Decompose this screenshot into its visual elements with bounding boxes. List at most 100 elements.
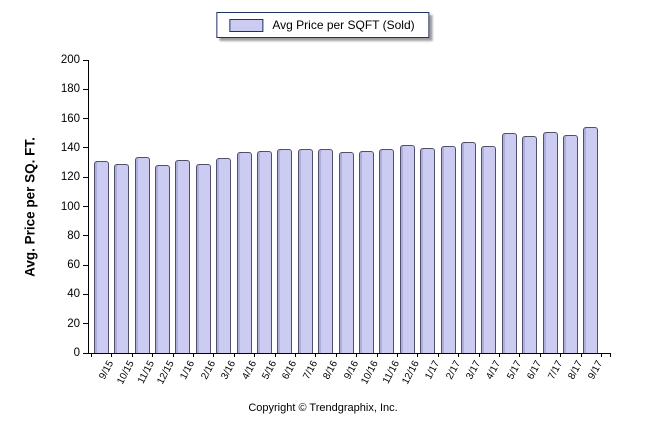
x-axis-tick bbox=[91, 353, 92, 357]
y-axis-tick bbox=[83, 176, 88, 178]
x-axis-tick bbox=[458, 353, 460, 357]
bar-1/17 bbox=[420, 147, 436, 353]
y-tick-label: 200 bbox=[60, 54, 80, 66]
x-axis-tick bbox=[172, 353, 174, 357]
x-axis-tick bbox=[478, 353, 480, 357]
x-tick-label: 3/17 bbox=[464, 359, 484, 382]
y-axis-tick bbox=[83, 206, 88, 207]
bar-4/16 bbox=[236, 152, 252, 353]
x-tick-label: 8/17 bbox=[566, 359, 586, 382]
x-tick-label: 2/17 bbox=[443, 359, 463, 382]
x-axis-tick bbox=[111, 353, 113, 357]
bar-9/16 bbox=[338, 152, 354, 353]
x-axis-tick bbox=[254, 353, 256, 357]
x-tick-label: 9/16 bbox=[341, 359, 361, 382]
x-tick-label: 2/16 bbox=[199, 359, 218, 382]
x-axis-tick bbox=[356, 353, 358, 357]
bar-4/17 bbox=[481, 146, 497, 353]
bar-12/15 bbox=[154, 165, 170, 353]
bar-1/16 bbox=[175, 159, 191, 353]
x-tick-label: 9/15 bbox=[97, 359, 116, 382]
y-tick-label: 80 bbox=[67, 229, 80, 242]
bar-10/16 bbox=[358, 150, 374, 353]
plot-area: 0 20 40 60 80 100 120 140 160 180 200 9/15 10/15 11/1… bbox=[61, 54, 611, 386]
y-tick-label: 60 bbox=[67, 259, 80, 272]
bar-6/16 bbox=[277, 149, 293, 353]
x-tick-label: 10/16 bbox=[359, 359, 382, 387]
x-axis-tick bbox=[335, 353, 337, 357]
y-tick-label: 160 bbox=[60, 112, 80, 125]
x-tick-label: 10/15 bbox=[114, 359, 137, 387]
x-axis-end-tick bbox=[610, 353, 611, 357]
x-tick-label: 11/15 bbox=[135, 359, 157, 386]
y-tick-label: 0 bbox=[73, 347, 80, 359]
x-tick-label: 5/16 bbox=[260, 359, 280, 382]
x-tick-label: 1/16 bbox=[178, 359, 198, 382]
bar-7/16 bbox=[297, 149, 313, 353]
bar-3/16 bbox=[216, 158, 232, 353]
x-axis-tick bbox=[376, 353, 378, 357]
x-axis-tick bbox=[397, 353, 398, 357]
bar-6/17 bbox=[522, 136, 538, 353]
x-axis-tick bbox=[213, 353, 215, 357]
x-tick-label: 8/16 bbox=[321, 359, 341, 382]
y-axis-tick bbox=[83, 235, 88, 237]
y-axis-tick bbox=[83, 118, 88, 120]
y-axis-title: Avg. Price per SQ. FT. bbox=[22, 137, 38, 277]
y-axis-tick bbox=[83, 147, 88, 149]
x-tick-label: 4/17 bbox=[484, 359, 504, 382]
y-tick-label: 140 bbox=[60, 141, 80, 154]
copyright: Copyright © Trendgraphix, Inc. bbox=[248, 402, 398, 414]
bar-2/16 bbox=[195, 164, 211, 353]
x-tick-label: 7/16 bbox=[301, 359, 320, 382]
x-axis-tick bbox=[131, 353, 133, 357]
bar-11/15 bbox=[134, 156, 150, 353]
y-tick-label: 120 bbox=[60, 171, 80, 184]
y-axis-tick bbox=[83, 59, 88, 61]
x-tick-label: 3/16 bbox=[219, 359, 239, 382]
x-tick-label: 6/16 bbox=[280, 359, 300, 382]
x-tick-label: 12/15 bbox=[155, 359, 178, 387]
bar-9/17 bbox=[583, 127, 599, 353]
legend: Avg Price per SQFT (Sold) bbox=[216, 12, 430, 38]
x-axis-tick bbox=[437, 353, 439, 357]
x-axis-tick bbox=[539, 353, 541, 357]
bar-2/17 bbox=[440, 146, 456, 353]
legend-label: Avg Price per SQFT (Sold) bbox=[272, 18, 415, 32]
x-axis-tick bbox=[519, 353, 521, 357]
x-tick-label: 7/17 bbox=[545, 359, 565, 382]
y-axis-tick bbox=[83, 264, 88, 266]
x-axis-tick bbox=[417, 353, 419, 357]
bar-5/17 bbox=[501, 133, 517, 353]
y-tick-label: 180 bbox=[60, 83, 80, 96]
y-tick-label: 20 bbox=[67, 317, 80, 330]
bar-8/16 bbox=[318, 149, 334, 353]
bar-7/17 bbox=[542, 131, 558, 353]
y-axis-tick bbox=[83, 88, 88, 90]
x-axis-tick bbox=[315, 353, 317, 357]
bar-3/17 bbox=[460, 142, 476, 353]
x-tick-label: 9/17 bbox=[586, 359, 606, 382]
x-axis-tick bbox=[295, 353, 296, 357]
x-axis-tick bbox=[499, 353, 500, 357]
x-tick-label: 5/17 bbox=[505, 359, 524, 382]
x-axis-tick bbox=[560, 353, 562, 357]
x-axis-tick bbox=[580, 353, 582, 357]
x-axis-tick bbox=[274, 353, 276, 357]
bar-11/16 bbox=[379, 149, 395, 353]
x-axis-tick bbox=[233, 353, 235, 357]
legend-swatch-icon bbox=[229, 18, 264, 32]
bar-10/15 bbox=[114, 164, 130, 353]
bar-5/16 bbox=[256, 150, 272, 353]
x-tick-label: 1/17 bbox=[423, 359, 443, 382]
x-axis-tick bbox=[193, 353, 194, 357]
y-axis-tick bbox=[83, 323, 88, 325]
bar-9/15 bbox=[93, 161, 109, 353]
x-tick-label: 6/17 bbox=[525, 359, 545, 382]
x-tick-label: 4/16 bbox=[239, 359, 259, 382]
x-tick-label: 11/16 bbox=[380, 359, 402, 386]
y-axis-tick bbox=[83, 293, 88, 295]
y-tick-label: 40 bbox=[67, 288, 80, 301]
y-axis-tick bbox=[83, 352, 88, 354]
